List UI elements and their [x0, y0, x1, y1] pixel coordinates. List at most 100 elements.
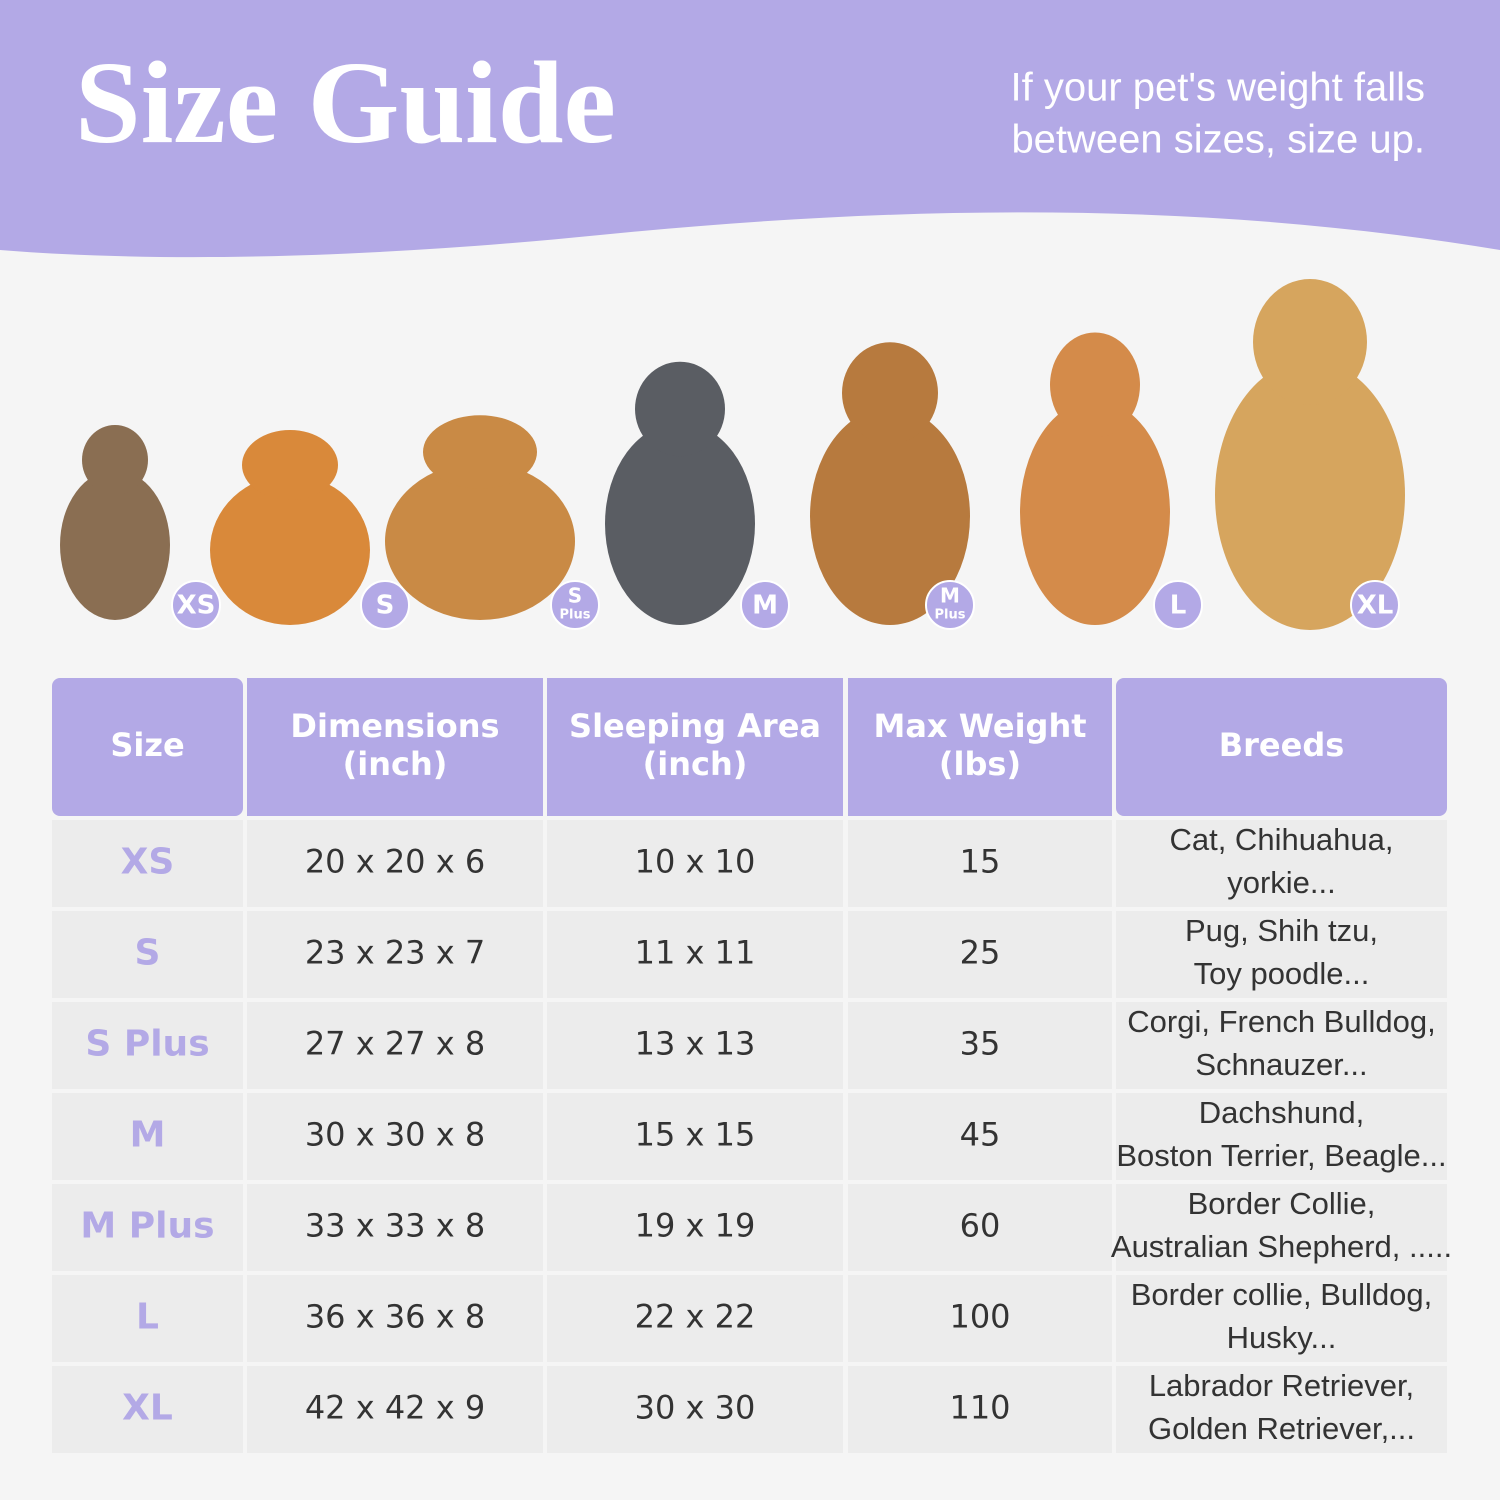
breed-text: Dachshund, [1199, 1095, 1364, 1130]
table-cell [52, 1093, 243, 1180]
breed-text: yorkie... [1227, 865, 1336, 900]
table-cell [1116, 820, 1447, 907]
note-line: If your pet's weight falls [1011, 66, 1426, 110]
size-badge [360, 580, 410, 630]
cell-value: 20 x 20 x 6 [305, 843, 485, 881]
cell-value: 13 x 13 [635, 1025, 756, 1063]
column-header: Sleeping Area [569, 707, 821, 745]
table-cell [52, 820, 243, 907]
cell-value: 36 x 36 x 8 [305, 1298, 485, 1336]
title: Size Guide [75, 37, 616, 168]
cell-value: 60 [960, 1207, 1001, 1245]
badge-label: S [568, 584, 582, 608]
size-label: XL [122, 1388, 173, 1429]
note-line: between sizes, size up. [1011, 118, 1425, 162]
cell-value: 30 x 30 [635, 1389, 756, 1427]
table-cell [1116, 1366, 1447, 1453]
table-cell [247, 820, 543, 907]
table-cell [247, 1002, 543, 1089]
size-label: S Plus [85, 1024, 209, 1065]
table-cell [52, 1184, 243, 1271]
table-cell [1116, 1093, 1447, 1180]
badge-sub: Plus [560, 608, 591, 623]
size-badge [1350, 580, 1400, 630]
table-cell [247, 1275, 543, 1362]
cell-value: 100 [949, 1298, 1010, 1336]
breed-text: Schnauzer... [1195, 1047, 1367, 1082]
pet-body [1215, 360, 1405, 630]
table-cell [547, 1093, 843, 1180]
table-cell [52, 911, 243, 998]
table-cell [547, 1184, 843, 1271]
pet-body [1020, 400, 1170, 625]
breed-text: Labrador Retriever, [1149, 1368, 1414, 1403]
table-cell [547, 911, 843, 998]
table-cell [1116, 911, 1447, 998]
table-cell [547, 820, 843, 907]
cell-value: 22 x 22 [635, 1298, 756, 1336]
badge-label: L [1170, 591, 1187, 621]
badge-label: S [376, 591, 395, 621]
badge-label: M [752, 591, 778, 621]
pet-body [60, 470, 170, 620]
cell-value: 110 [949, 1389, 1010, 1427]
size-badge [1153, 580, 1203, 630]
breed-text: Husky... [1227, 1320, 1337, 1355]
cell-value: 19 x 19 [635, 1207, 756, 1245]
size-label: M Plus [80, 1206, 214, 1247]
table-cell [52, 1366, 243, 1453]
cell-value: 10 x 10 [635, 843, 756, 881]
cell-value: 35 [960, 1025, 1001, 1063]
table-cell [547, 1275, 843, 1362]
header-band [0, 0, 1500, 258]
pet-body [385, 462, 575, 620]
pet-head [1253, 279, 1367, 405]
size-label: L [136, 1297, 159, 1338]
cell-value: 25 [960, 934, 1001, 972]
table-cell [52, 1275, 243, 1362]
cell-value: 33 x 33 x 8 [305, 1207, 485, 1245]
badge-label: M [940, 584, 960, 608]
table-cell [1116, 1184, 1447, 1271]
pet-body [810, 407, 970, 625]
column-header: Max Weight [873, 707, 1086, 745]
table-cell [247, 1184, 543, 1271]
column-header: Size [110, 726, 184, 764]
header-cell [52, 678, 243, 816]
table-cell [247, 911, 543, 998]
breed-text: Golden Retriever,... [1148, 1411, 1415, 1446]
size-badge [925, 580, 975, 630]
pet-head [242, 430, 338, 500]
breed-text: Pug, Shih tzu, [1185, 913, 1378, 948]
breed-text: Australian Shepherd, ..... [1111, 1229, 1452, 1264]
table-cell [247, 1366, 543, 1453]
breed-text: Toy poodle... [1194, 956, 1370, 991]
badge-sub: Plus [935, 608, 966, 623]
pet-head [635, 361, 725, 457]
size-badge [550, 580, 600, 630]
table-cell [848, 1002, 1112, 1089]
breed-text: Boston Terrier, Beagle... [1116, 1138, 1446, 1173]
table-cell [1116, 1275, 1447, 1362]
column-header: Breeds [1219, 726, 1345, 764]
cell-value: 15 [960, 843, 1001, 881]
pet-body [210, 475, 370, 625]
table-cell [848, 1275, 1112, 1362]
breed-text: Border Collie, [1188, 1186, 1376, 1221]
column-header: (inch) [343, 745, 448, 783]
table-cell [848, 1093, 1112, 1180]
size-badge [171, 580, 221, 630]
table-cell [52, 1002, 243, 1089]
column-header: (lbs) [939, 745, 1021, 783]
cell-value: 11 x 11 [635, 934, 756, 972]
header-cell [1116, 678, 1447, 816]
cell-value: 42 x 42 x 9 [305, 1389, 485, 1427]
breed-text: Corgi, French Bulldog, [1127, 1004, 1435, 1039]
size-badge [740, 580, 790, 630]
cell-value: 45 [960, 1116, 1001, 1154]
table-cell [848, 911, 1112, 998]
pet-head [1050, 332, 1140, 438]
header-cell [547, 678, 843, 816]
column-header: (inch) [643, 745, 748, 783]
